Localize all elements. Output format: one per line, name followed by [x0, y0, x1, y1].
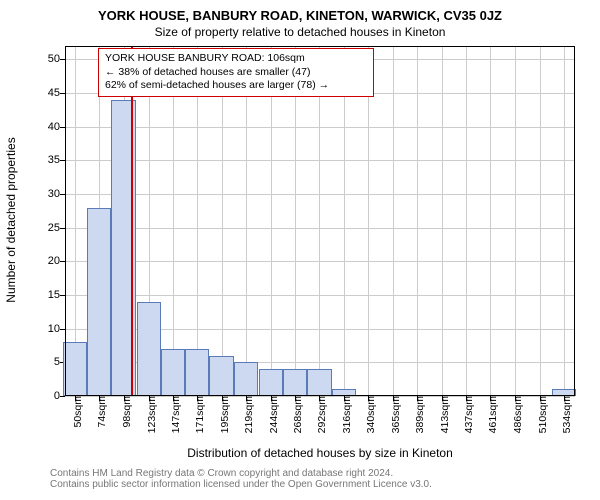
x-tick-label: 292sqm: [310, 396, 328, 433]
chart-subtitle: Size of property relative to detached ho…: [0, 23, 600, 39]
grid-line-v: [466, 46, 467, 396]
x-tick-label: 98sqm: [115, 396, 133, 428]
x-tick-label: 510sqm: [531, 396, 549, 433]
grid-line-v: [271, 46, 272, 396]
grid-line-v: [173, 46, 174, 396]
annotation-line3: 62% of semi-detached houses are larger (…: [105, 79, 367, 93]
y-tick-label: 15: [48, 289, 65, 301]
footer-line2: Contains public sector information licen…: [50, 479, 432, 490]
x-axis-label: Distribution of detached houses by size …: [65, 446, 575, 460]
histogram-bar: [185, 349, 209, 396]
grid-line-v: [393, 46, 394, 396]
x-tick-label: 486sqm: [506, 396, 524, 433]
y-tick-label: 20: [48, 255, 65, 267]
histogram-bar: [209, 356, 233, 396]
x-tick-label: 219sqm: [237, 396, 255, 433]
x-tick-label: 147sqm: [164, 396, 182, 433]
annotation-line1: YORK HOUSE BANBURY ROAD: 106sqm: [105, 52, 367, 66]
y-tick-label: 25: [48, 222, 65, 234]
y-tick-label: 40: [48, 121, 65, 133]
x-tick-label: 74sqm: [90, 396, 108, 428]
footer-attribution: Contains HM Land Registry data © Crown c…: [50, 468, 432, 490]
histogram-bar: [552, 389, 576, 396]
x-tick-label: 244sqm: [262, 396, 280, 433]
marker-annotation: YORK HOUSE BANBURY ROAD: 106sqm ← 38% of…: [98, 48, 374, 97]
marker-line: [131, 46, 133, 396]
plot-area: 0510152025303540455050sqm74sqm98sqm123sq…: [65, 46, 575, 396]
y-tick-label: 10: [48, 323, 65, 335]
annotation-line2: ← 38% of detached houses are smaller (47…: [105, 66, 367, 80]
y-tick-label: 50: [48, 53, 65, 65]
grid-line-v: [564, 46, 565, 396]
x-tick-label: 123sqm: [140, 396, 158, 433]
grid-line-v: [417, 46, 418, 396]
grid-line-v: [490, 46, 491, 396]
x-tick-label: 461sqm: [481, 396, 499, 433]
x-tick-label: 316sqm: [335, 396, 353, 433]
x-tick-label: 268sqm: [286, 396, 304, 433]
grid-line-v: [197, 46, 198, 396]
histogram-bar: [259, 369, 283, 396]
grid-line-v: [295, 46, 296, 396]
x-tick-label: 389sqm: [408, 396, 426, 433]
x-tick-label: 340sqm: [359, 396, 377, 433]
chart-title: YORK HOUSE, BANBURY ROAD, KINETON, WARWI…: [0, 0, 600, 23]
y-tick-label: 30: [48, 188, 65, 200]
grid-line-v: [368, 46, 369, 396]
histogram-bar: [137, 302, 161, 396]
grid-line-v: [222, 46, 223, 396]
x-tick-label: 437sqm: [457, 396, 475, 433]
histogram-bar: [63, 342, 87, 396]
y-tick-label: 35: [48, 154, 65, 166]
grid-line-v: [442, 46, 443, 396]
histogram-bar: [283, 369, 307, 396]
x-tick-label: 50sqm: [66, 396, 84, 428]
x-tick-label: 195sqm: [213, 396, 231, 433]
x-tick-label: 171sqm: [188, 396, 206, 433]
histogram-bar: [332, 389, 356, 396]
x-tick-label: 413sqm: [433, 396, 451, 433]
footer-line1: Contains HM Land Registry data © Crown c…: [50, 468, 432, 479]
histogram-bar: [234, 362, 258, 396]
y-tick-label: 45: [48, 87, 65, 99]
x-tick-label: 365sqm: [384, 396, 402, 433]
grid-line-v: [515, 46, 516, 396]
y-axis-label: Number of detached properties: [4, 130, 18, 310]
grid-line-v: [540, 46, 541, 396]
histogram-bar: [87, 208, 111, 396]
histogram-bar: [307, 369, 331, 396]
grid-line-v: [344, 46, 345, 396]
x-tick-label: 534sqm: [555, 396, 573, 433]
histogram-bar: [161, 349, 185, 396]
grid-line-v: [319, 46, 320, 396]
grid-line-v: [246, 46, 247, 396]
